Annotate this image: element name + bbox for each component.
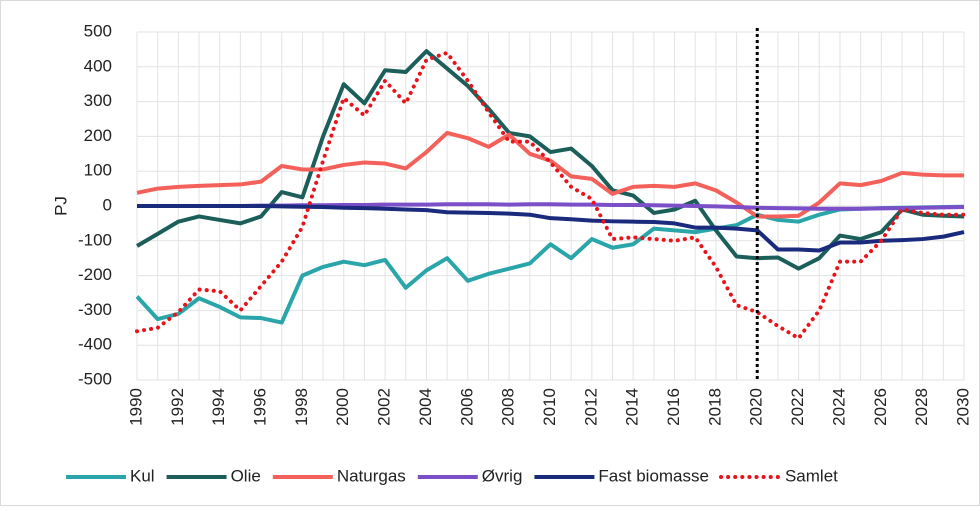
legend-label: Fast biomasse <box>598 466 709 485</box>
y-tick-label: 200 <box>84 126 112 145</box>
x-tick-label: 2002 <box>375 388 394 426</box>
x-tick-label: 2008 <box>499 388 518 426</box>
x-tick-label: 2026 <box>871 388 890 426</box>
x-tick-label: 2024 <box>829 388 848 426</box>
legend-label: Samlet <box>785 466 838 485</box>
x-tick-label: 2018 <box>705 388 724 426</box>
x-tick-label: 2014 <box>623 388 642 426</box>
y-tick-label: 300 <box>84 91 112 110</box>
series-line <box>135 204 965 325</box>
x-tick-label: 2010 <box>540 388 559 426</box>
x-tick-label: 2012 <box>581 388 600 426</box>
series-line <box>137 204 965 253</box>
x-tick-label: 2004 <box>416 388 435 426</box>
x-tick-label: 2006 <box>457 388 476 426</box>
y-tick-label: 0 <box>103 195 112 214</box>
series-line <box>136 130 964 219</box>
x-tick-label: 1996 <box>251 388 270 426</box>
y-tick-label: -100 <box>78 230 112 249</box>
x-tick-label: 2000 <box>333 388 352 426</box>
y-tick-label: -500 <box>78 369 112 388</box>
legend-label: Olie <box>231 466 261 485</box>
y-tick-label: -200 <box>78 265 112 284</box>
x-tick-label: 2030 <box>953 388 972 426</box>
x-tick-label: 1994 <box>209 388 228 426</box>
x-tick-label: 1992 <box>168 388 187 426</box>
x-tick-label: 1998 <box>292 388 311 426</box>
x-tick-label: 1990 <box>126 388 145 426</box>
y-tick-label: 100 <box>84 161 112 180</box>
legend-label: Øvrig <box>482 466 523 485</box>
x-tick-label: 2028 <box>912 388 931 426</box>
y-axis-label: PJ <box>51 196 70 216</box>
legend-label: Kul <box>130 466 155 485</box>
legend-label: Naturgas <box>337 466 406 485</box>
x-tick-label: 2022 <box>788 388 807 426</box>
y-tick-label: 400 <box>84 56 112 75</box>
series-line <box>135 49 965 271</box>
y-tick-label: 500 <box>84 21 112 40</box>
y-tick-label: -300 <box>78 300 112 319</box>
y-tick-label: -400 <box>78 335 112 354</box>
series-line <box>135 50 966 341</box>
x-tick-label: 2016 <box>664 388 683 426</box>
x-tick-label: 2020 <box>747 388 766 426</box>
